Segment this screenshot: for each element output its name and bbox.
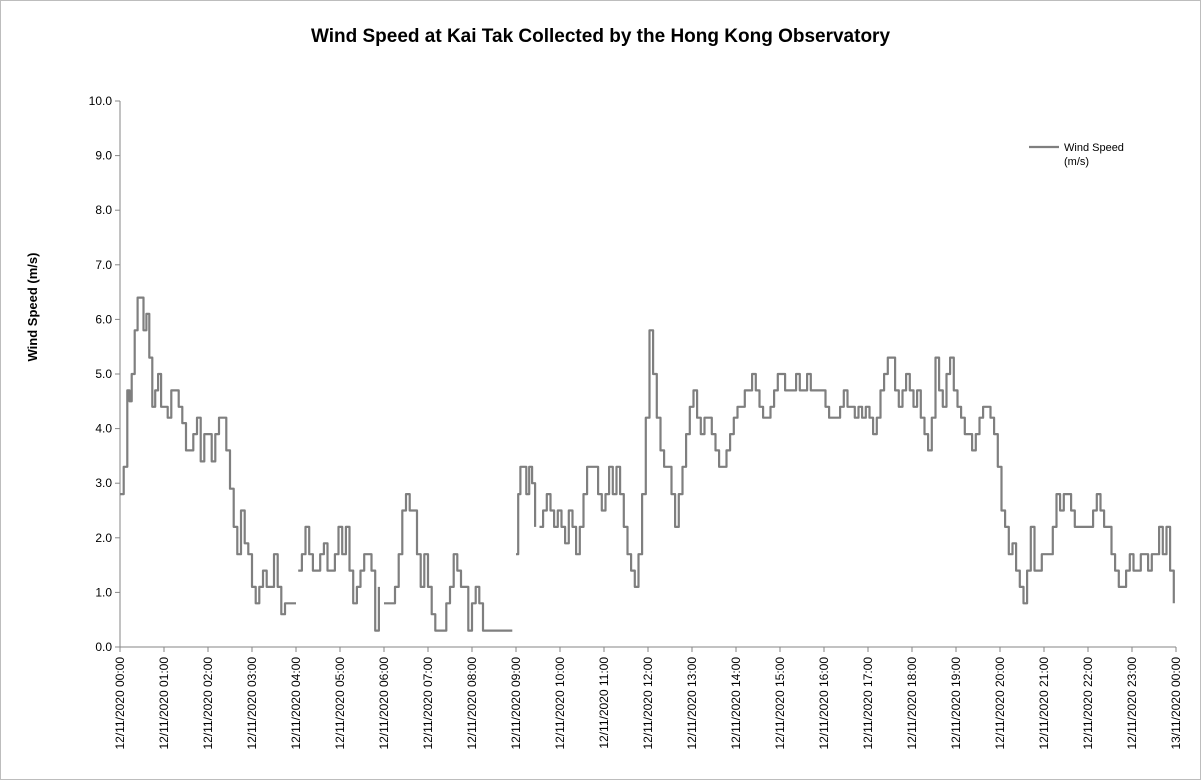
x-axis: 12/11/2020 00:00 12/11/2020 01:00 12/11/20… <box>113 646 1183 750</box>
x-tick-label: 12/11/2020 15:00 <box>773 657 787 750</box>
y-tick-label: 4.0 <box>95 422 112 436</box>
x-tick-label: 12/11/2020 10:00 <box>553 657 567 750</box>
x-tick-label: 12/11/2020 18:00 <box>905 657 919 750</box>
y-tick-label: 0.0 <box>95 640 112 654</box>
y-tick-label: 5.0 <box>95 367 112 381</box>
y-tick-label: 3.0 <box>95 476 112 490</box>
x-tick-label: 12/11/2020 08:00 <box>465 657 479 750</box>
series-line <box>120 296 296 616</box>
x-tick-label: 12/11/2020 06:00 <box>377 657 391 750</box>
x-tick-label: 12/11/2020 22:00 <box>1081 657 1095 750</box>
x-tick-label: 12/11/2020 02:00 <box>201 657 215 750</box>
x-tick-label: 12/11/2020 19:00 <box>949 657 963 750</box>
series-layer <box>120 296 1175 632</box>
chart-title: Wind Speed at Kai Tak Collected by the H… <box>310 26 891 47</box>
y-axis: 0.0 1.0 2.0 3.0 4.0 5.0 6.0 7.0 8.0 9.0 10.0 <box>89 94 121 654</box>
x-tick-label: 12/11/2020 05:00 <box>333 657 347 750</box>
y-tick-label: 10.0 <box>89 94 113 108</box>
x-tick-label: 13/11/2020 00:00 <box>1169 657 1183 750</box>
series-line <box>516 465 537 556</box>
y-tick-label: 6.0 <box>95 312 112 326</box>
x-tick-label: 12/11/2020 16:00 <box>817 657 831 750</box>
x-tick-label: 12/11/2020 11:00 <box>597 657 611 749</box>
x-tick-label: 12/11/2020 13:00 <box>685 657 699 750</box>
x-tick-label: 12/11/2020 12:00 <box>641 657 655 750</box>
y-tick-label: 2.0 <box>95 531 112 545</box>
y-tick-label: 9.0 <box>95 149 112 163</box>
y-tick-label: 7.0 <box>95 258 112 272</box>
x-tick-label: 12/11/2020 09:00 <box>509 657 523 750</box>
series-line <box>384 493 513 632</box>
x-tick-label: 12/11/2020 21:00 <box>1037 657 1051 750</box>
series-line <box>298 525 380 632</box>
legend-label-line: Wind Speed <box>1064 142 1124 154</box>
y-tick-label: 1.0 <box>95 585 112 599</box>
x-tick-label: 12/11/2020 00:00 <box>113 657 127 750</box>
x-tick-label: 12/11/2020 01:00 <box>157 657 171 750</box>
x-tick-label: 12/11/2020 04:00 <box>289 657 303 750</box>
legend-label-line: (m/s) <box>1064 156 1089 168</box>
x-tick-label: 12/11/2020 07:00 <box>421 657 435 750</box>
y-tick-label: 8.0 <box>95 203 112 217</box>
x-tick-label: 12/11/2020 23:00 <box>1125 657 1139 750</box>
x-tick-label: 12/11/2020 03:00 <box>245 657 259 750</box>
legend-label: Wind Speed (m/s) <box>1064 142 1124 168</box>
legend: Wind Speed (m/s) <box>1029 142 1124 168</box>
x-tick-label: 12/11/2020 14:00 <box>729 657 743 750</box>
y-axis-label: Wind Speed (m/s) <box>25 253 40 362</box>
series-line <box>539 329 1175 605</box>
x-tick-label: 12/11/2020 17:00 <box>861 657 875 750</box>
x-tick-label: 12/11/2020 20:00 <box>993 657 1007 750</box>
